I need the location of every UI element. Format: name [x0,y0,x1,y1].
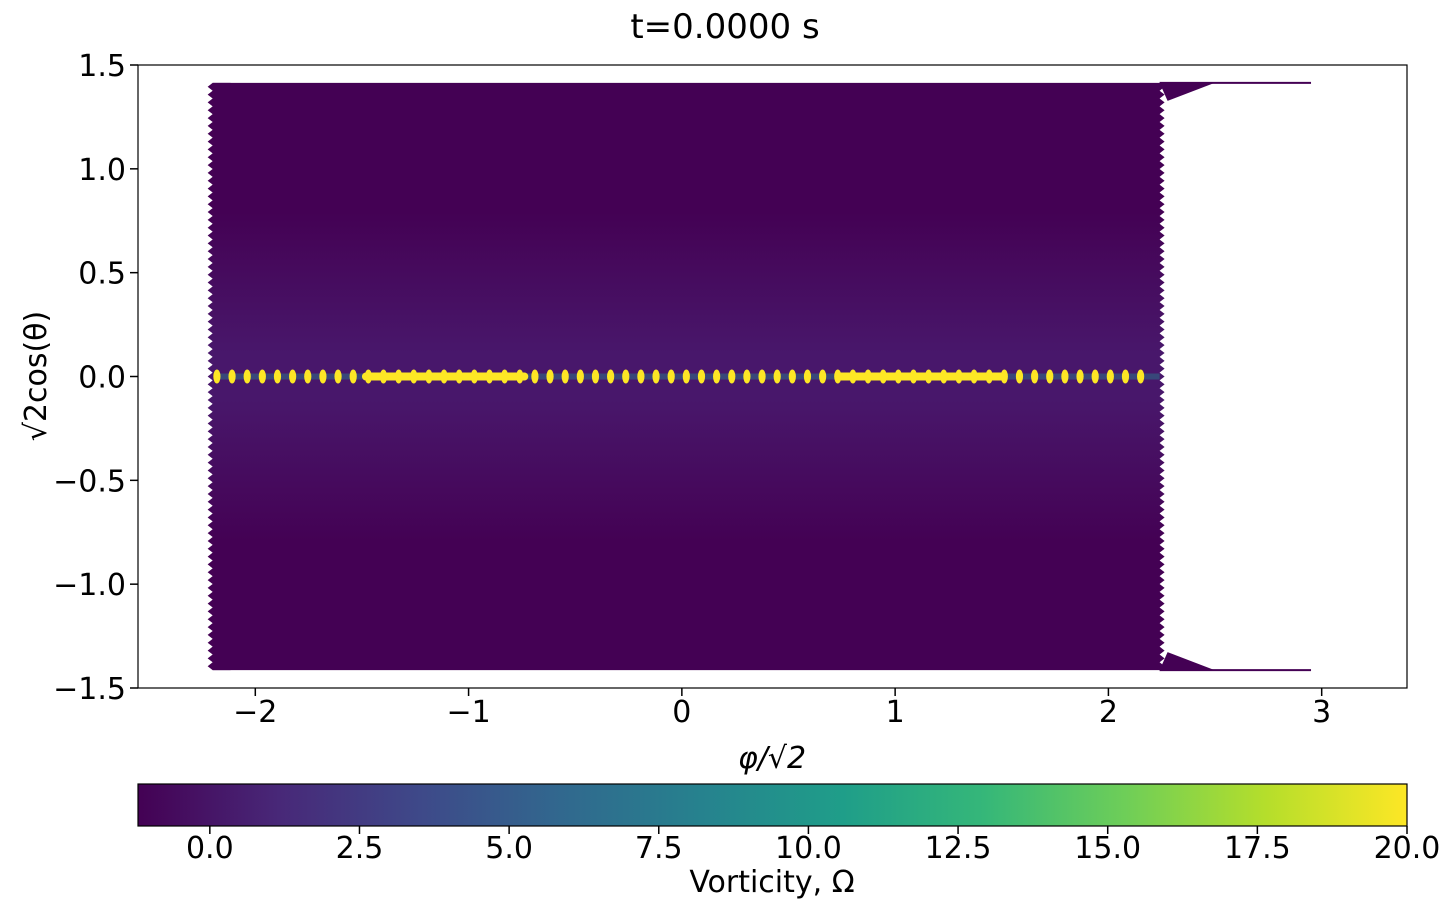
y-tick-label: −1.0 [53,568,126,603]
equator-vortex [243,369,251,384]
x-tick-label: −1 [446,695,490,730]
equator-vortex [531,369,539,384]
equator-vortex [743,369,751,384]
equator-vortex [334,369,342,384]
equator-vortex [228,369,236,384]
x-axis-label: φ/√2 [738,741,806,776]
equator-vortex [546,369,554,384]
y-tick-label: 0.0 [78,361,126,396]
colorbar-tick-label: 15.0 [1074,831,1141,866]
colorbar-tick-label: 0.0 [186,831,234,866]
equator-vortex [728,369,736,384]
equator-vortex [273,369,282,384]
y-tick-label: −0.5 [53,464,126,499]
colorbar-tick-label: 7.5 [635,831,683,866]
equator-vortex [1121,369,1130,384]
colorbar-tick-label: 17.5 [1224,831,1291,866]
colorbar-tick-label: 10.0 [775,831,842,866]
equator-vortex [682,369,690,384]
equator-vortex [591,369,600,384]
y-axis-label: √2cos(θ) [19,311,54,441]
equator-vortex [652,369,660,384]
equator-vortex [1137,369,1145,384]
equator-vortex [819,369,827,384]
colorbar-tick-label: 5.0 [485,831,533,866]
equator-vortex [622,369,630,384]
equator-vortex [773,369,781,384]
x-tick-label: 1 [886,695,905,730]
equator-vortex [1106,369,1114,384]
equator-vortex [1091,369,1099,384]
chart-title: t=0.0000 s [630,7,819,47]
colorbar [137,783,1408,827]
equator-vortex [1076,369,1084,384]
equator-vortex [561,369,569,384]
equator-vortex [1046,369,1054,384]
y-tick-label: −1.5 [53,672,126,707]
x-tick-label: 2 [1099,695,1118,730]
colorbar-tick-label: 20.0 [1374,831,1441,866]
equator-vortex [349,369,357,384]
equator-dense-band-1 [361,372,529,381]
equator-vortex [576,369,584,384]
field-top-flare [1159,82,1215,101]
colorbar-tick-label: 2.5 [336,831,384,866]
y-tick-label: 1.0 [78,153,126,188]
equator-vortex [803,369,812,384]
equator-vortex [667,369,675,384]
equator-vortex [319,369,327,384]
x-tick-label: −2 [233,695,277,730]
colorbar-label: Vorticity, Ω [689,865,854,900]
equator-vortex [1015,369,1024,384]
field-bottom-flare [1159,652,1215,671]
equator-vortex [304,369,312,384]
equator-vortex [697,369,706,384]
y-tick-label: 0.5 [78,257,126,292]
equator-vortex [1031,369,1039,384]
equator-vortex [258,369,266,384]
colorbar-tick-label: 12.5 [925,831,992,866]
equator-vortex [637,369,645,384]
equator-vortex [607,369,615,384]
equator-vortex [1061,369,1069,384]
equator-vortex [713,369,721,384]
x-tick-label: 0 [672,695,691,730]
equator-vortex [213,369,221,384]
equator-vortex [758,369,766,384]
equator-dense-band-2 [835,372,1007,381]
equator-vortex [788,369,796,384]
x-tick-label: 3 [1312,695,1331,730]
y-tick-label: 1.5 [78,49,126,84]
equator-vortex [289,369,297,384]
